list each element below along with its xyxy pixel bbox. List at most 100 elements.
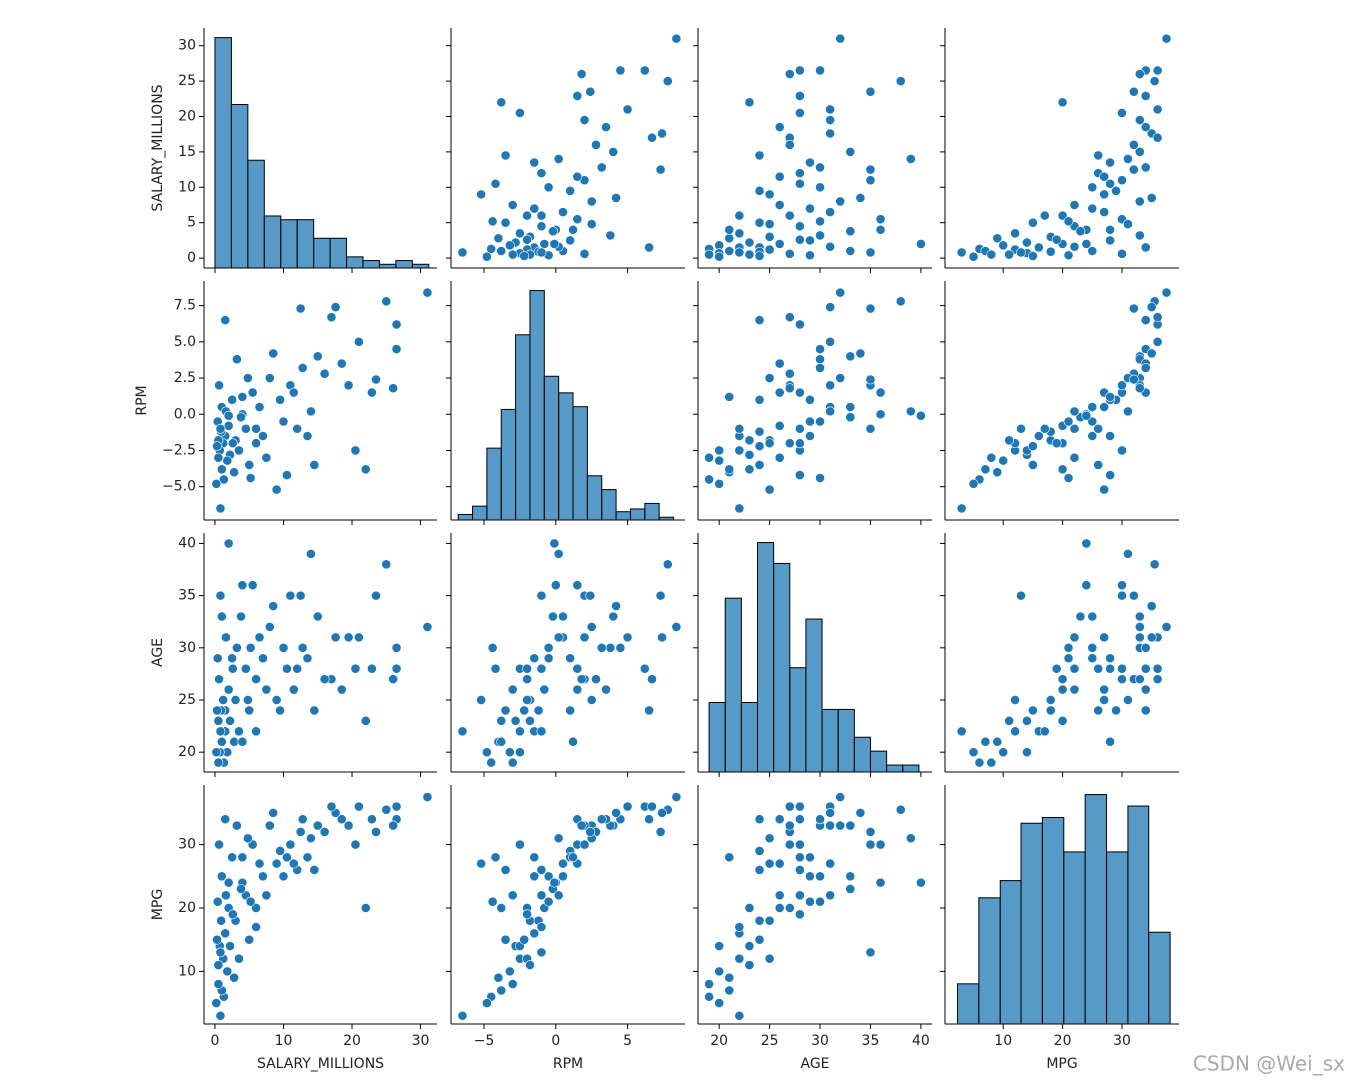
- scatter-point: [744, 960, 755, 970]
- scatter-point: [794, 319, 805, 330]
- scatter-point: [704, 249, 714, 260]
- scatter-point: [422, 287, 433, 298]
- scatter-point: [835, 196, 846, 207]
- hist-bar: [1127, 805, 1150, 1025]
- scatter-point: [227, 663, 238, 674]
- scatter-point: [568, 224, 578, 235]
- scatter-point: [825, 406, 836, 417]
- scatter-point: [815, 162, 825, 173]
- scatter-point: [1022, 747, 1032, 758]
- scatter-point: [519, 934, 530, 945]
- scatter-point: [572, 580, 583, 591]
- scatter-point: [1004, 715, 1015, 726]
- scatter-point: [1004, 435, 1015, 446]
- panel: 0 5 10 15 20 25 30 SALARY_MILLIONS: [150, 28, 437, 273]
- scatter-point: [285, 839, 296, 850]
- scatter-point: [496, 985, 507, 996]
- scatter-point: [845, 246, 856, 256]
- scatter-point: [288, 387, 299, 398]
- scatter-point: [481, 251, 492, 262]
- scatter-point: [565, 653, 576, 664]
- scatter-point: [815, 216, 825, 227]
- y-tick-label: 25: [178, 73, 196, 89]
- scatter-point: [536, 865, 547, 875]
- scatter-point: [784, 312, 795, 323]
- hist-bar: [247, 159, 265, 269]
- scatter-point: [244, 705, 255, 716]
- scatter-point: [845, 884, 856, 894]
- scatter-point: [1093, 705, 1104, 716]
- scatter-point: [794, 234, 805, 245]
- scatter-point: [1105, 178, 1116, 189]
- hist-bar: [296, 219, 315, 269]
- scatter-point: [734, 423, 745, 434]
- scatter-point: [825, 380, 836, 391]
- scatter-point: [381, 296, 392, 307]
- scatter-point: [1117, 108, 1127, 118]
- scatter-point: [805, 431, 815, 441]
- hist-bar: [1148, 931, 1171, 1025]
- scatter-point: [553, 548, 564, 559]
- scatter-point: [268, 601, 279, 611]
- scatter-point: [522, 234, 532, 245]
- scatter-point: [1069, 632, 1080, 643]
- scatter-point: [815, 871, 825, 882]
- scatter-point: [734, 503, 745, 514]
- scatter-point: [815, 354, 825, 365]
- hist-bar: [886, 764, 904, 773]
- scatter-point: [493, 972, 504, 983]
- scatter-point: [764, 858, 775, 869]
- scatter-point: [774, 452, 785, 463]
- scatter-point: [754, 426, 765, 437]
- hist-bar: [230, 103, 249, 269]
- scatter-point: [1022, 237, 1032, 248]
- scatter-point: [223, 684, 234, 695]
- scatter-point: [391, 319, 402, 330]
- scatter-point: [1051, 234, 1062, 245]
- scatter-point: [754, 315, 765, 326]
- hist-bar: [362, 260, 380, 269]
- scatter-point: [223, 877, 234, 888]
- scatter-point: [240, 663, 251, 674]
- scatter-point: [343, 820, 354, 831]
- scatter-point: [457, 726, 468, 737]
- scatter-point: [360, 903, 371, 913]
- scatter-point: [1057, 715, 1068, 726]
- scatter-point: [504, 966, 515, 977]
- scatter-point: [493, 233, 504, 244]
- hist-bar: [978, 897, 1001, 1025]
- scatter-point: [1152, 65, 1163, 76]
- scatter-point: [1087, 611, 1098, 622]
- scatter-point: [225, 715, 235, 726]
- scatter-point: [754, 394, 765, 405]
- scatter-point: [992, 233, 1003, 244]
- hist-bar: [853, 736, 871, 773]
- scatter-point: [671, 792, 682, 802]
- scatter-point: [319, 368, 330, 379]
- scatter-point: [525, 960, 535, 970]
- hist-bar: [644, 502, 660, 521]
- scatter-point: [784, 903, 795, 913]
- scatter-point: [794, 423, 805, 434]
- y-tick-label: 2.5: [174, 370, 196, 386]
- scatter-point: [1081, 580, 1092, 591]
- scatter-point: [242, 373, 253, 383]
- scatter-point: [220, 928, 231, 939]
- scatter-point: [744, 435, 755, 446]
- scatter-point: [215, 590, 226, 601]
- scatter-point: [548, 611, 558, 622]
- scatter-point: [213, 979, 224, 989]
- scatter-point: [1087, 402, 1098, 412]
- scatter-point: [481, 998, 492, 1008]
- scatter-point: [1087, 416, 1098, 427]
- scatter-point: [223, 420, 234, 431]
- scatter-point: [1152, 674, 1163, 685]
- scatter-point: [212, 934, 222, 945]
- scatter-point: [657, 128, 667, 139]
- scatter-point: [1063, 653, 1074, 664]
- scatter-point: [388, 674, 399, 685]
- scatter-point: [657, 632, 667, 643]
- scatter-point: [662, 76, 673, 86]
- scatter-point: [271, 858, 282, 869]
- panel: [940, 281, 1179, 525]
